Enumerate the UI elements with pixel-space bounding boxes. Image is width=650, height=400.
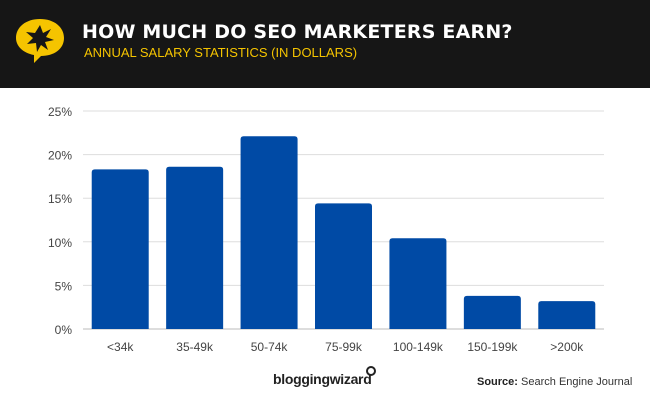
y-axis-ticks: 0% 5% 10% 15% 20% 25%	[48, 105, 72, 337]
x-tick-label: 50-74k	[251, 340, 289, 354]
y-tick-label: 10%	[48, 236, 72, 250]
header-banner: HOW MUCH DO SEO MARKETERS EARN? ANNUAL S…	[0, 0, 650, 88]
bloggingwizard-logo: bloggingwizard	[273, 371, 372, 387]
salary-bar-chart: 0% 5% 10% 15% 20% 25% <34k 35-49k 50-74k 75-99k 1…	[48, 105, 604, 354]
y-tick-label: 15%	[48, 192, 72, 206]
bar-<34k	[91, 169, 149, 329]
source-note: Source: Search Engine Journal	[477, 376, 632, 388]
y-tick-label: 20%	[48, 149, 72, 163]
bar->200k	[538, 301, 596, 329]
page-title: HOW MUCH DO SEO MARKETERS EARN?	[82, 21, 513, 43]
bar-35-49k	[166, 166, 224, 329]
page-subtitle: ANNUAL SALARY STATISTICS (IN DOLLARS)	[84, 45, 358, 60]
x-tick-label: 75-99k	[325, 340, 363, 354]
x-axis-ticks: <34k 35-49k 50-74k 75-99k 100-149k 150-199k >2…	[107, 340, 584, 354]
x-tick-label: >200k	[550, 340, 584, 354]
y-tick-label: 0%	[55, 323, 73, 337]
star-speech-bubble-icon	[16, 19, 64, 63]
bar-50-74k	[240, 136, 298, 329]
bar-150-199k	[463, 295, 521, 329]
x-tick-label: 100-149k	[393, 340, 444, 354]
bars	[91, 136, 596, 329]
y-tick-label: 5%	[55, 279, 73, 293]
logo-dot-icon	[366, 366, 376, 376]
bar-75-99k	[315, 203, 372, 329]
y-tick-label: 25%	[48, 105, 72, 119]
source-label: Source:	[477, 376, 518, 388]
x-tick-label: 35-49k	[176, 340, 214, 354]
x-tick-label: <34k	[107, 340, 134, 354]
x-tick-label: 150-199k	[467, 340, 518, 354]
bar-100-149k	[389, 238, 447, 329]
source-value: Search Engine Journal	[521, 376, 633, 388]
